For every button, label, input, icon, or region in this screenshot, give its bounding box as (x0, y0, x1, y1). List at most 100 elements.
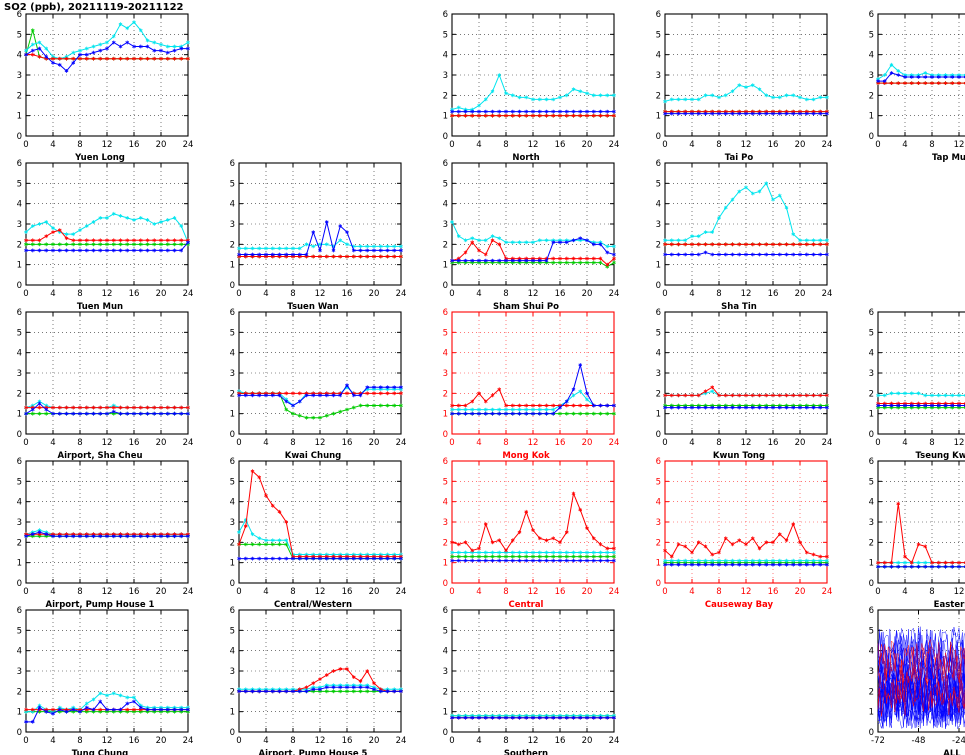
svg-text:0: 0 (17, 132, 22, 142)
svg-text:2: 2 (230, 389, 235, 399)
svg-text:24: 24 (183, 438, 194, 448)
svg-text:16: 16 (342, 587, 353, 597)
svg-text:0: 0 (17, 281, 22, 291)
svg-text:3: 3 (656, 518, 661, 528)
panel-title: Kwun Tong (712, 451, 766, 461)
svg-text:0: 0 (236, 736, 241, 746)
svg-text:16: 16 (768, 438, 779, 448)
chart-panel: 0 1 2 3 4 5 6 0 4 8 12 16 20 24 Kwun Tong (639, 306, 839, 464)
svg-text:0: 0 (869, 132, 874, 142)
svg-text:4: 4 (476, 587, 481, 597)
svg-text:1: 1 (869, 708, 874, 718)
svg-text:3: 3 (230, 518, 235, 528)
svg-text:4: 4 (17, 51, 22, 61)
svg-text:6: 6 (869, 457, 874, 467)
svg-text:4: 4 (443, 647, 448, 657)
svg-text:0: 0 (656, 132, 661, 142)
svg-text:3: 3 (17, 518, 22, 528)
svg-text:0: 0 (449, 438, 454, 448)
panel-title: Tsuen Wan (287, 302, 339, 312)
svg-text:2: 2 (869, 687, 874, 697)
svg-text:8: 8 (77, 140, 82, 150)
svg-text:3: 3 (443, 71, 448, 81)
svg-text:3: 3 (230, 667, 235, 677)
svg-text:24: 24 (183, 140, 194, 150)
svg-text:8: 8 (77, 587, 82, 597)
svg-text:4: 4 (902, 587, 907, 597)
svg-text:8: 8 (77, 289, 82, 299)
svg-text:12: 12 (102, 587, 113, 597)
svg-text:20: 20 (156, 140, 167, 150)
chart-panel: 0 1 2 3 4 5 6 0 4 8 12 16 20 24 North (426, 8, 626, 166)
svg-text:20: 20 (369, 587, 380, 597)
svg-text:1: 1 (443, 410, 448, 420)
chart-panel: 0 1 2 3 4 5 6 0 4 8 12 16 20 24 Central (426, 455, 626, 613)
svg-text:3: 3 (869, 369, 874, 379)
svg-text:2: 2 (17, 240, 22, 250)
chart-panel: 0 1 2 3 4 5 6 0 4 8 12 16 20 24 Airport, Pump House 1 (0, 455, 200, 613)
panel-title: Southern (503, 749, 549, 755)
svg-text:8: 8 (929, 140, 934, 150)
chart-panel: 0 1 2 3 4 5 6 0 4 8 12 16 20 24 Kwai Chung (213, 306, 413, 464)
svg-text:5: 5 (230, 328, 235, 338)
svg-text:4: 4 (869, 51, 874, 61)
svg-text:20: 20 (582, 438, 593, 448)
svg-text:0: 0 (17, 728, 22, 738)
svg-text:0: 0 (443, 430, 448, 440)
svg-text:0: 0 (23, 587, 28, 597)
svg-text:20: 20 (582, 587, 593, 597)
chart-panel: 012345604812162024Tap Mun (852, 8, 965, 166)
svg-text:16: 16 (555, 587, 566, 597)
svg-text:24: 24 (609, 438, 620, 448)
svg-text:0: 0 (230, 430, 235, 440)
svg-text:24: 24 (609, 736, 620, 746)
svg-text:20: 20 (156, 736, 167, 746)
svg-text:5: 5 (443, 328, 448, 338)
svg-text:8: 8 (929, 587, 934, 597)
chart-panel: 0 1 2 3 4 5 6 0 4 8 12 16 20 24 Tai Po (639, 8, 839, 166)
svg-text:6: 6 (869, 10, 874, 20)
svg-text:2: 2 (17, 687, 22, 697)
svg-text:5: 5 (443, 30, 448, 40)
svg-text:3: 3 (656, 369, 661, 379)
svg-text:5: 5 (443, 179, 448, 189)
panel-title: Eastern (933, 600, 965, 610)
svg-text:0: 0 (662, 438, 667, 448)
svg-text:0: 0 (236, 438, 241, 448)
svg-text:1: 1 (869, 112, 874, 122)
svg-text:12: 12 (954, 438, 965, 448)
svg-text:2: 2 (443, 538, 448, 548)
svg-text:0: 0 (443, 728, 448, 738)
svg-text:1: 1 (656, 261, 661, 271)
svg-text:8: 8 (503, 140, 508, 150)
svg-text:1: 1 (443, 261, 448, 271)
svg-text:1: 1 (17, 708, 22, 718)
svg-text:24: 24 (609, 587, 620, 597)
svg-text:8: 8 (290, 736, 295, 746)
svg-text:12: 12 (741, 289, 752, 299)
svg-text:5: 5 (230, 626, 235, 636)
svg-text:1: 1 (17, 559, 22, 569)
svg-text:1: 1 (17, 261, 22, 271)
svg-text:12: 12 (528, 289, 539, 299)
svg-text:20: 20 (795, 289, 806, 299)
svg-text:6: 6 (656, 159, 661, 169)
svg-text:0: 0 (449, 289, 454, 299)
svg-text:3: 3 (230, 220, 235, 230)
svg-text:6: 6 (17, 159, 22, 169)
svg-text:12: 12 (528, 736, 539, 746)
panel-title: Central (508, 600, 544, 610)
svg-text:8: 8 (716, 438, 721, 448)
svg-text:1: 1 (230, 559, 235, 569)
svg-text:6: 6 (230, 606, 235, 616)
chart-panel: 0 1 2 3 4 5 6 0 4 8 12 16 20 24 Sham Shui Po (426, 157, 626, 315)
svg-text:3: 3 (17, 667, 22, 677)
svg-text:-48: -48 (912, 736, 926, 746)
svg-text:12: 12 (315, 438, 326, 448)
svg-text:4: 4 (689, 140, 694, 150)
svg-text:6: 6 (17, 10, 22, 20)
svg-text:4: 4 (230, 200, 235, 210)
svg-text:6: 6 (443, 606, 448, 616)
svg-text:5: 5 (656, 179, 661, 189)
svg-text:24: 24 (396, 736, 407, 746)
